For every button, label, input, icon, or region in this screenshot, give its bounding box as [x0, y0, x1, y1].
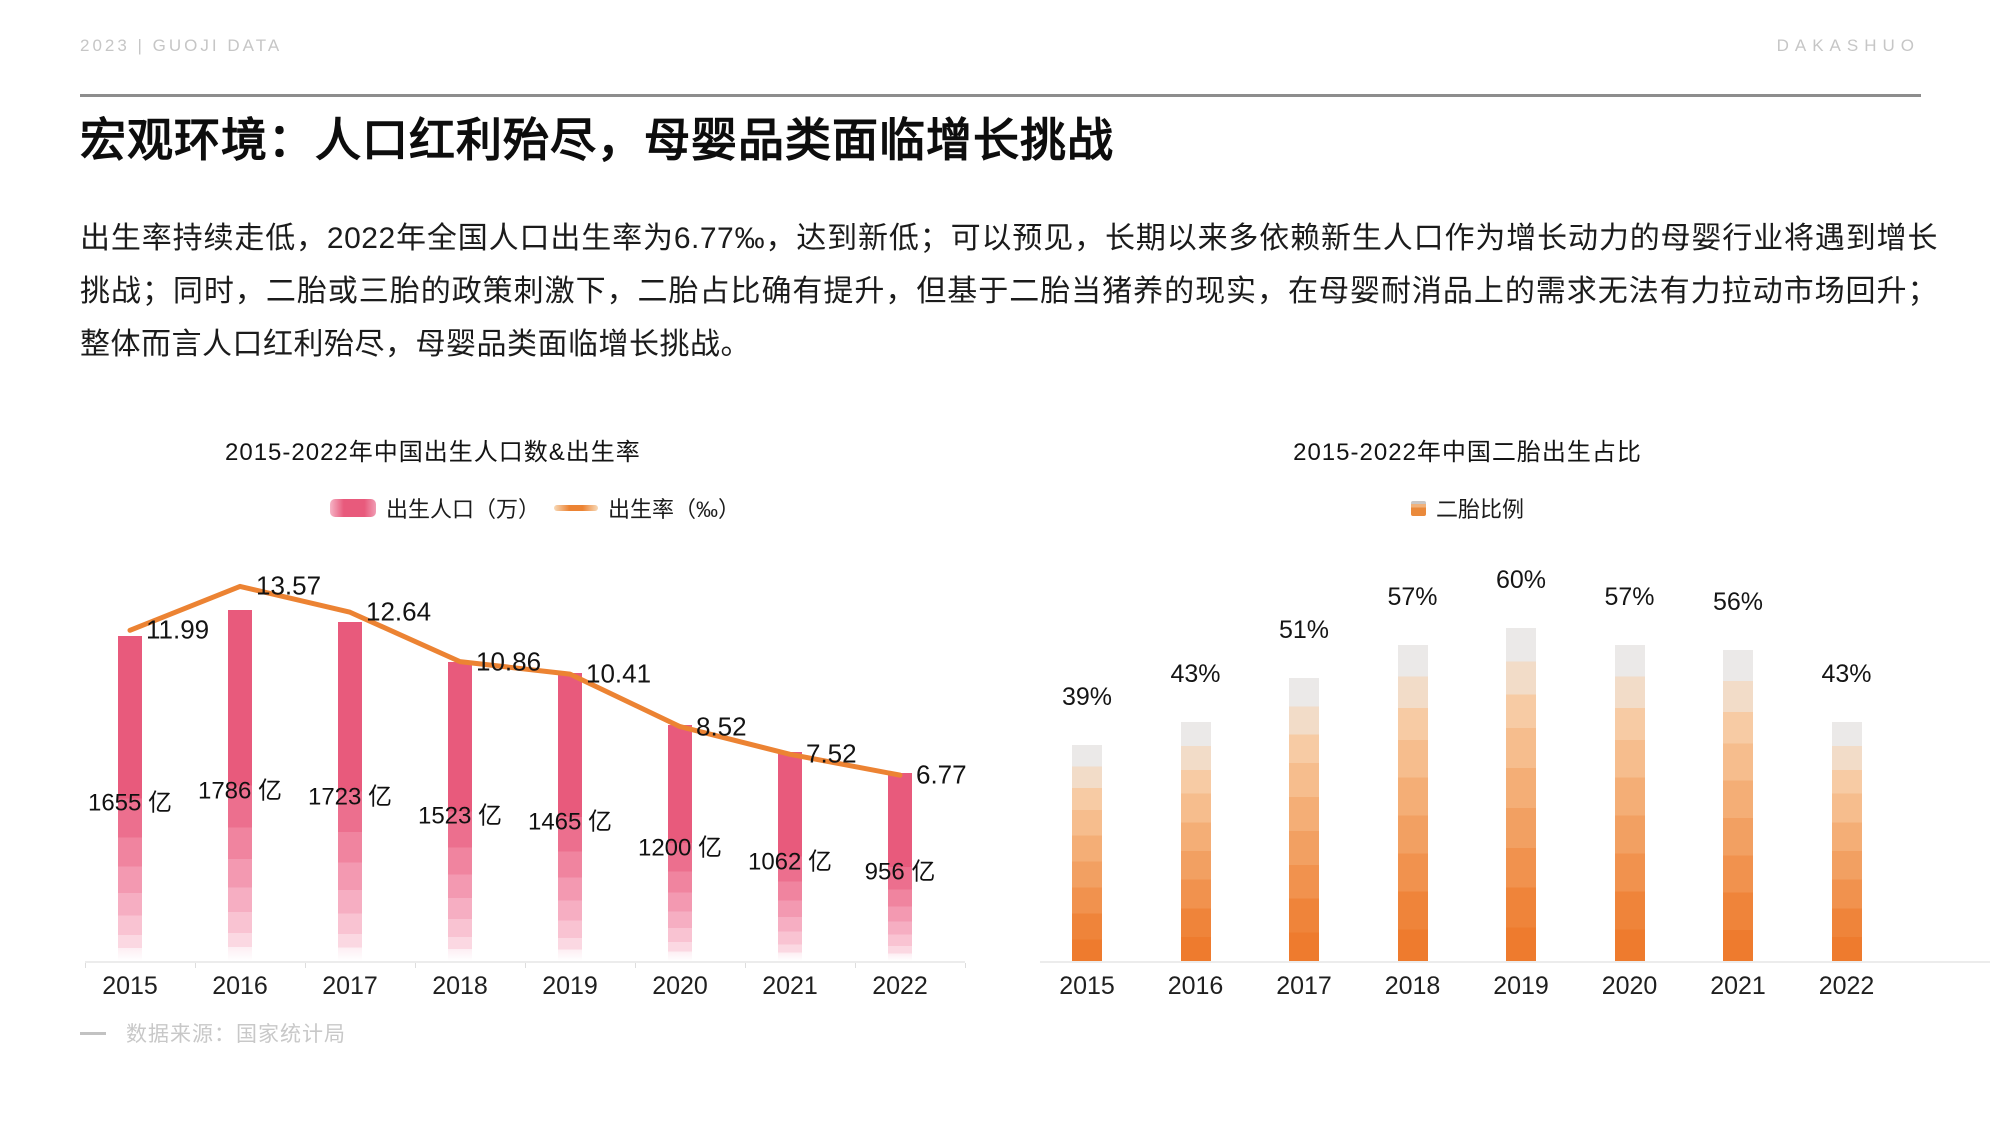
pink-bar-swatch-icon	[330, 499, 376, 517]
bar-value-label: 1062 亿	[747, 848, 833, 876]
footer: 数据来源：国家统计局	[80, 1018, 346, 1048]
x-axis-label: 2022	[872, 972, 928, 1000]
bar-second-child-ratio	[1831, 722, 1862, 961]
x-axis-label: 2021	[762, 972, 818, 1000]
bar-value-label: 43%	[1170, 660, 1221, 689]
brand-left: 2023 | GUOJI DATA	[80, 36, 283, 55]
left-chart-title: 2015-2022年中国出生人口数&出生率	[225, 439, 641, 466]
bar-value-label: 1655 亿	[87, 789, 173, 817]
legend-label: 出生率（‰）	[608, 497, 741, 522]
data-source-note: 数据来源：国家统计局	[126, 1023, 346, 1046]
axis-tick	[305, 963, 306, 968]
bar-value-label: 1523 亿	[417, 802, 503, 830]
bar-value-label: 1465 亿	[527, 808, 613, 836]
bar-value-label: 43%	[1821, 660, 1872, 689]
x-axis-label: 2015	[1059, 972, 1115, 1000]
x-axis-label: 2020	[1601, 972, 1658, 1000]
right-chart-legend: 二胎比例	[1040, 492, 1895, 524]
x-axis-label: 2019	[1493, 972, 1549, 1000]
right-chart-plot: 39% 43% 51% 57% 60% 57% 56% 43%	[1040, 560, 1990, 963]
left-x-axis	[85, 961, 965, 963]
bar-birth-population	[448, 661, 472, 961]
bar-value-label: 57%	[1604, 582, 1655, 611]
bar-birth-population	[778, 752, 802, 961]
bar-birth-population	[228, 610, 252, 961]
bar-second-child-ratio	[1614, 644, 1645, 961]
right-chart-title: 2015-2022年中国二胎出生占比	[1293, 439, 1642, 466]
bar-value-label: 1786 亿	[197, 777, 283, 805]
x-axis-label: 2017	[322, 972, 378, 1000]
x-axis-label: 2018	[432, 972, 488, 1000]
bar-value-label: 39%	[1061, 682, 1113, 711]
legend-item-birth-population: 出生人口（万）	[330, 492, 540, 524]
bar-birth-population	[338, 622, 362, 961]
footer-dash-icon	[80, 1031, 106, 1035]
axis-tick	[195, 963, 196, 968]
legend-label: 出生人口（万）	[386, 497, 541, 522]
x-axis-label: 2015	[102, 972, 158, 1000]
left-chart-legend: 出生人口（万） 出生率（‰）	[330, 492, 740, 524]
axis-tick	[855, 963, 856, 968]
axis-tick	[745, 963, 746, 968]
bar-birth-population	[118, 635, 142, 961]
bar-value-label: 60%	[1495, 566, 1547, 594]
bar-value-label: 956 亿	[864, 858, 936, 886]
x-axis-label: 2020	[652, 972, 708, 1000]
right-x-axis	[1040, 961, 1990, 963]
line-value-label: 8.52	[696, 711, 747, 742]
line-value-label: 7.52	[806, 738, 857, 769]
bar-birth-population	[558, 673, 582, 961]
birth-rate-line	[127, 583, 903, 778]
axis-tick	[415, 963, 416, 968]
brand-right: DAKASHUO	[1776, 36, 1920, 55]
bar-second-child-ratio	[1289, 677, 1319, 961]
line-value-label: 13.57	[256, 570, 322, 601]
axis-tick	[85, 963, 86, 968]
x-axis-label: 2021	[1710, 972, 1766, 1000]
line-value-label: 6.77	[916, 759, 967, 790]
intro-paragraph: 出生率持续走低，2022年全国人口出生率为6.77‰，达到新低；可以预见，长期以…	[80, 222, 1938, 361]
axis-tick	[635, 963, 636, 968]
bar-value-label: 57%	[1387, 582, 1438, 611]
line-value-label: 11.99	[146, 614, 210, 645]
bar-birth-population	[668, 725, 692, 961]
line-value-label: 10.86	[476, 646, 542, 677]
bar-second-child-ratio	[1506, 628, 1536, 961]
x-axis-label: 2018	[1384, 972, 1441, 1000]
axis-tick	[965, 963, 966, 968]
legend-label: 二胎比例	[1435, 497, 1524, 522]
line-value-label: 10.41	[586, 658, 652, 689]
bar-second-child-ratio	[1397, 644, 1428, 961]
left-chart-plot: 1655 亿 1786 亿 1723 亿 1523 亿 1465 亿 1200 亿 1062…	[85, 560, 967, 968]
orange-line-swatch-icon	[554, 505, 599, 511]
x-axis-label: 2019	[542, 972, 598, 1000]
bar-birth-population	[888, 773, 912, 961]
x-axis-label: 2022	[1818, 972, 1875, 1000]
x-axis-label: 2016	[212, 972, 268, 1000]
legend-item-second-child-ratio: 二胎比例	[1410, 492, 1524, 524]
page-title: 宏观环境：人口红利殆尽，母婴品类面临增长挑战	[80, 114, 1114, 166]
bar-second-child-ratio	[1072, 744, 1102, 961]
bar-value-label: 1200 亿	[637, 834, 723, 862]
bar-second-child-ratio	[1180, 722, 1211, 961]
legend-item-birth-rate: 出生率（‰）	[554, 492, 740, 524]
bar-value-label: 56%	[1712, 588, 1764, 617]
bar-value-label: 51%	[1278, 615, 1330, 644]
header-divider	[80, 94, 1921, 97]
orange-bar-swatch-icon	[1410, 500, 1426, 516]
line-value-label: 12.64	[366, 596, 432, 627]
axis-tick	[525, 963, 526, 968]
x-axis-label: 2017	[1276, 972, 1332, 1000]
x-axis-label: 2016	[1167, 972, 1224, 1000]
bar-value-label: 1723 亿	[307, 783, 393, 811]
bar-second-child-ratio	[1723, 650, 1753, 961]
